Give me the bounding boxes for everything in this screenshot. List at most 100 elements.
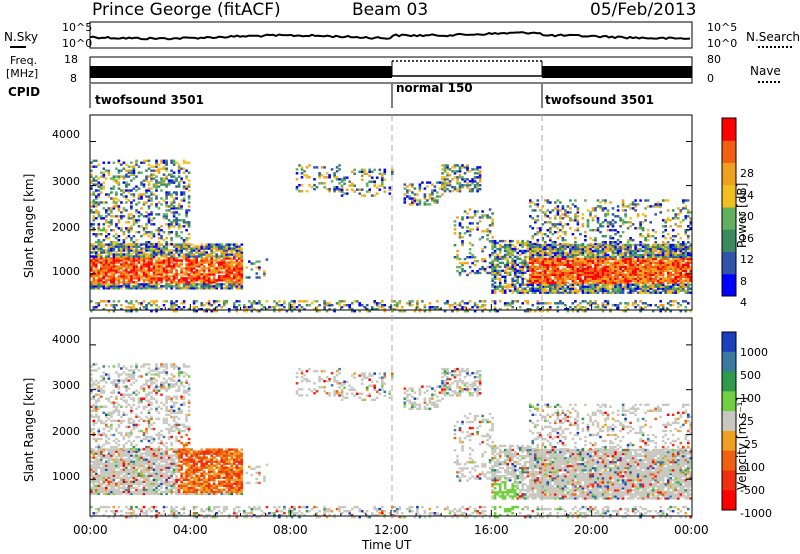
power-cell [471,244,474,247]
power-cell [228,281,231,284]
power-cell [591,269,595,272]
power-cell [604,281,607,284]
power-cell [687,247,690,251]
power-cell [574,243,577,247]
power-cell [160,247,163,250]
power-cell [90,175,93,178]
power-cell [142,265,146,268]
power-cell [574,281,577,284]
power-cell [531,201,535,204]
power-cell [639,273,642,276]
power-cell [559,223,562,226]
power-cell [616,267,620,270]
power-cell [160,255,163,258]
power-cell [541,306,545,309]
power-cell [220,277,223,280]
power-cell [167,261,171,264]
power-cell [373,194,376,197]
power-cell [147,275,151,278]
power-cell [120,215,123,218]
power-cell [190,275,193,278]
power-cell [539,255,542,259]
power-cell [130,161,133,164]
power-cell [513,245,517,249]
power-cell [687,211,690,214]
power-cell [549,287,552,290]
power-cell [644,261,647,265]
power-cell [212,279,216,282]
power-cell [152,242,156,246]
power-cell [531,287,535,290]
power-cell [100,201,103,204]
power-cell [112,161,116,164]
power-cell [117,271,121,274]
power-cell [503,249,507,253]
power-cell [172,257,176,260]
power-cell [584,199,587,202]
power-cell [508,245,512,249]
power-cell [536,300,540,303]
power-cell [140,287,143,290]
power-cell [561,269,565,272]
power-cell [596,217,600,220]
power-cell [669,263,672,267]
power-cell [107,225,111,228]
power-cell [122,245,126,248]
power-cell [513,267,517,270]
power-cell [453,306,457,309]
power-cell [418,310,422,313]
power-cell [115,237,118,240]
power-cell [202,267,206,270]
power-cell [142,242,146,246]
power-cell [511,257,514,261]
power-cell [574,251,577,255]
power-cell [175,283,178,286]
power-cell [225,273,228,276]
power-cell [614,243,617,247]
power-cell [102,261,106,264]
power-cell [155,179,158,182]
power-cell [275,304,279,307]
power-cell [373,308,376,311]
power-cell [127,277,131,280]
power-cell [616,231,620,234]
power-cell [160,203,163,206]
power-cell [212,271,216,274]
power-cell [177,251,181,254]
power-cell [333,172,336,175]
power-cell [142,229,146,232]
power-cell [102,283,106,286]
power-cell [95,255,98,258]
power-cell [576,308,580,311]
power-cell [682,283,685,286]
power-cell [205,287,208,290]
power-cell [498,269,502,272]
power-cell [202,245,206,248]
power-cell [165,223,168,226]
power-cell [167,231,171,234]
power-cell [561,249,565,253]
power-cell [566,285,570,288]
power-cell [102,281,106,284]
power-cell [92,177,96,180]
power-cell [225,255,228,258]
power-cell [659,304,662,307]
power-cell [182,161,186,164]
power-cell [122,242,126,246]
power-cell [130,275,133,278]
power-cell [508,241,512,245]
power-cell [556,306,560,309]
power-cell [190,263,193,266]
power-cell [486,214,489,217]
power-cell [671,255,675,259]
power-cell [222,287,226,290]
power-cell [687,215,690,218]
power-cell [541,243,545,247]
power-cell [202,304,206,307]
power-cell [616,287,620,290]
power-cell [92,199,96,202]
power-cell [162,181,166,184]
power-cell [187,179,191,182]
power-cell [175,277,178,280]
power-cell [639,225,642,228]
